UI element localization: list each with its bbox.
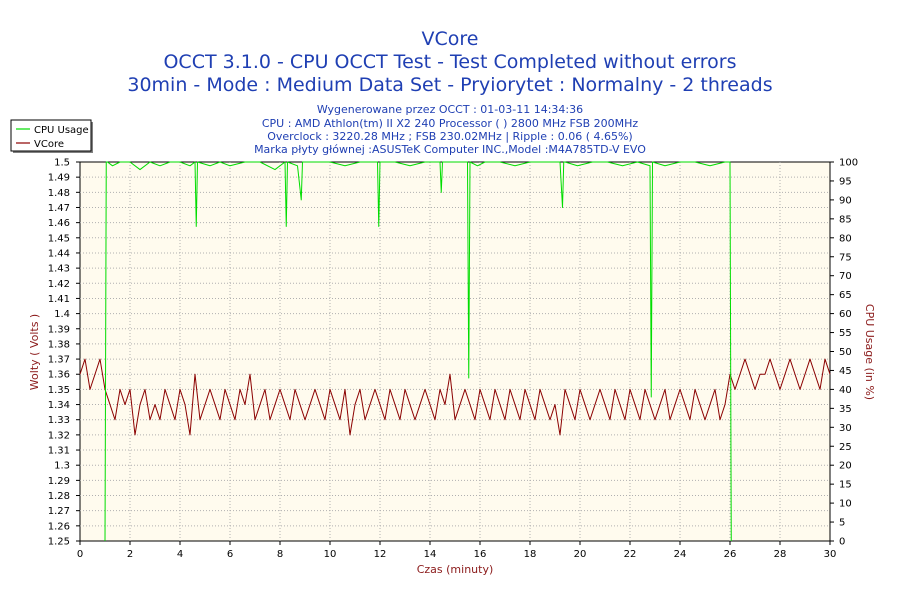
y-right-tick-label: 85	[839, 214, 852, 225]
series-line-vcore	[79, 358, 831, 436]
y-right-tick-label: 60	[839, 309, 852, 320]
info-line-1: Wygenerowane przez OCCT : 01-03-11 14:34…	[317, 103, 583, 116]
x-tick-label: 12	[374, 549, 387, 560]
y-right-tick-label: 25	[839, 442, 852, 453]
y-right-tick-label: 5	[839, 518, 845, 529]
y-left-tick-label: 1.37	[48, 355, 70, 366]
y-left-tick-label: 1.41	[48, 294, 70, 305]
y-left-tick-label: 1.34	[48, 400, 70, 411]
chart-subtitle-1: OCCT 3.1.0 - CPU OCCT Test - Test Comple…	[163, 51, 736, 73]
y-left-tick-label: 1.33	[48, 415, 70, 426]
y-left-tick-label: 1.35	[48, 385, 70, 396]
y-right-tick-label: 75	[839, 252, 852, 263]
legend-label-vcore: VCore	[34, 139, 64, 150]
x-tick-label: 30	[824, 549, 837, 560]
y-right-tick-label: 30	[839, 423, 852, 434]
x-tick-label: 26	[724, 549, 737, 560]
y-right-tick-label: 40	[839, 385, 852, 396]
y-right-tick-label: 70	[839, 271, 852, 282]
y-left-tick-label: 1.26	[48, 521, 70, 532]
y-left-tick-label: 1.42	[48, 279, 70, 290]
y-right-tick-label: 90	[839, 195, 852, 206]
y-left-tick-label: 1.49	[48, 173, 70, 184]
x-tick-label: 18	[524, 549, 537, 560]
x-axis-label: Czas (minuty)	[417, 563, 494, 576]
y-left-tick-label: 1.3	[54, 461, 70, 472]
y-left-tick-label: 1.27	[48, 506, 70, 517]
x-tick-label: 16	[474, 549, 487, 560]
info-line-3: Overclock : 3220.28 MHz ; FSB 230.02MHz …	[267, 130, 632, 143]
axis-ticks: 0 2 4 6 8 10 12 14 16 18 20 22 24 26 28 301.251.261.271…	[48, 158, 858, 561]
series-group	[79, 161, 831, 542]
y-left-tick-label: 1.4	[54, 309, 70, 320]
info-line-2: CPU : AMD Athlon(tm) II X2 240 Processor…	[262, 117, 639, 130]
y-right-tick-label: 10	[839, 499, 852, 510]
x-tick-label: 28	[774, 549, 787, 560]
legend-label-cpu-usage: CPU Usage	[34, 125, 89, 136]
x-tick-label: 8	[277, 549, 283, 560]
y-left-tick-label: 1.31	[48, 446, 70, 457]
y-right-tick-label: 80	[839, 233, 852, 244]
y-left-tick-label: 1.28	[48, 491, 70, 502]
y-right-tick-label: 100	[839, 158, 858, 169]
x-tick-label: 4	[177, 549, 183, 560]
y-right-tick-label: 50	[839, 347, 852, 358]
y-left-tick-label: 1.29	[48, 476, 70, 487]
y-left-tick-label: 1.39	[48, 324, 70, 335]
x-tick-label: 6	[227, 549, 233, 560]
y-right-tick-label: 55	[839, 328, 852, 339]
y-left-tick-label: 1.25	[48, 537, 70, 548]
y-left-tick-label: 1.47	[48, 203, 70, 214]
y-left-tick-label: 1.48	[48, 188, 70, 199]
y-right-tick-label: 65	[839, 290, 852, 301]
x-tick-label: 10	[324, 549, 337, 560]
y-axis-label-right: CPU Usage (in %)	[863, 304, 876, 400]
legend: CPU Usage VCore	[10, 119, 93, 153]
x-tick-label: 20	[574, 549, 587, 560]
y-right-tick-label: 20	[839, 461, 852, 472]
y-left-tick-label: 1.32	[48, 430, 70, 441]
y-right-tick-label: 45	[839, 366, 852, 377]
x-tick-label: 22	[624, 549, 637, 560]
info-line-4: Marka płyty głównej :ASUSTeK Computer IN…	[254, 143, 646, 156]
y-left-tick-label: 1.43	[48, 264, 70, 275]
plot-area	[79, 161, 831, 542]
y-left-tick-label: 1.5	[54, 158, 70, 169]
x-tick-label: 24	[674, 549, 687, 560]
y-right-tick-label: 15	[839, 480, 852, 491]
chart-subtitle-2: 30min - Mode : Medium Data Set - Pryiory…	[127, 74, 772, 96]
y-axis-label-left: Wolty ( Volts )	[28, 314, 41, 390]
x-tick-label: 14	[424, 549, 437, 560]
y-right-tick-label: 95	[839, 176, 852, 187]
y-left-tick-label: 1.38	[48, 339, 70, 350]
chart-title: VCore	[422, 28, 479, 50]
y-right-tick-label: 0	[839, 537, 845, 548]
series-line-cpu-usage	[104, 161, 732, 542]
y-left-tick-label: 1.44	[48, 248, 70, 259]
y-left-tick-label: 1.45	[48, 233, 70, 244]
y-right-tick-label: 35	[839, 404, 852, 415]
x-tick-label: 0	[77, 549, 83, 560]
y-left-tick-label: 1.46	[48, 218, 70, 229]
legend-box	[10, 119, 92, 152]
x-tick-label: 2	[127, 549, 133, 560]
grid-lines	[80, 162, 830, 541]
y-left-tick-label: 1.36	[48, 370, 70, 381]
